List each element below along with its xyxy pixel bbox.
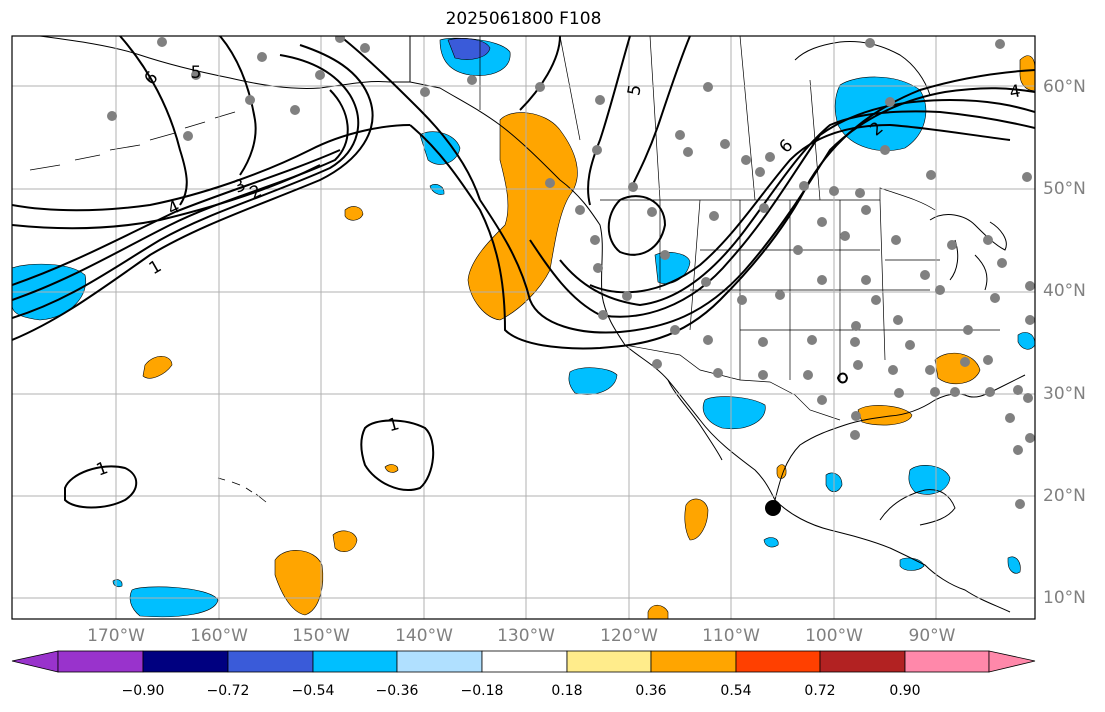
negative-anomaly-region	[419, 131, 461, 165]
contour-label: 1	[386, 414, 402, 436]
colorbar-tick-label: −0.54	[291, 683, 335, 699]
lon-label: 110°W	[702, 626, 760, 646]
contour-line	[559, 110, 1035, 307]
lon-label: 160°W	[190, 626, 248, 646]
colorbar	[11, 650, 1036, 673]
positive-anomaly-region	[857, 405, 913, 426]
colorbar-max-arrow	[988, 650, 1036, 673]
contour-line	[12, 164, 321, 230]
contour-line	[836, 372, 849, 384]
colorbar-segment	[57, 650, 144, 673]
negative-anomaly-region	[129, 586, 219, 618]
lat-label: 30°N	[1043, 384, 1086, 404]
colorbar-tick-label: −0.36	[375, 683, 419, 699]
map-frame	[11, 35, 1036, 620]
colorbar-tick-label: 0.72	[804, 683, 836, 699]
lon-label: 170°W	[87, 626, 145, 646]
colorbar-segment	[904, 650, 990, 673]
north-america-coastline	[409, 36, 1011, 613]
contour-line	[479, 87, 1035, 334]
height-contours	[12, 36, 1035, 509]
baja-coastline	[667, 379, 723, 461]
strong-negative-region	[447, 38, 491, 60]
positive-anomaly-region	[344, 206, 364, 221]
contour-line	[360, 419, 435, 491]
colorbar-tick-label: 0.90	[889, 683, 921, 699]
colorbar-segment	[312, 650, 398, 673]
contour-line	[519, 36, 561, 111]
lat-label: 10°N	[1043, 588, 1086, 608]
yucatan-coastline	[879, 489, 956, 526]
contour-line	[607, 195, 667, 256]
station-markers	[107, 36, 1035, 509]
positive-anomaly-region	[274, 550, 324, 616]
colorbar-tick-label: 0.18	[551, 683, 583, 699]
contour-line	[339, 36, 481, 201]
map-title: 2025061800 F108	[445, 9, 602, 29]
lon-label: 120°W	[600, 626, 658, 646]
colorbar-segment	[566, 650, 652, 673]
lat-label: 50°N	[1043, 179, 1086, 199]
negative-anomaly-region	[1007, 556, 1021, 574]
lat-label: 20°N	[1043, 486, 1086, 506]
colorbar-segment	[735, 650, 821, 673]
state-borders	[659, 199, 1000, 380]
colorbar-segment	[396, 650, 483, 673]
positive-anomaly-region	[1019, 55, 1035, 91]
contour-line	[12, 149, 341, 286]
contour-line	[119, 36, 188, 206]
contour-label: 5	[624, 83, 646, 97]
positive-anomaly-region	[142, 356, 173, 379]
lat-label: 60°N	[1043, 77, 1086, 97]
positive-anomaly-region	[647, 604, 669, 619]
hawaii-islands	[217, 477, 267, 503]
aleutian-islands	[29, 111, 236, 171]
location-marker	[765, 500, 781, 516]
colorbar-tick-label: −0.90	[121, 683, 165, 699]
us-canada-border	[600, 187, 936, 211]
contour-line	[219, 36, 257, 176]
canadian-province-borders	[479, 36, 821, 201]
colorbar-segment	[142, 650, 229, 673]
colorbar-tick-label: −0.72	[206, 683, 250, 699]
contour-line	[12, 54, 360, 319]
us-mexico-border	[624, 344, 841, 421]
contour-line	[529, 98, 1035, 318]
contour-label: 4	[1008, 81, 1022, 103]
lon-label: 150°W	[292, 626, 350, 646]
negative-anomaly-region	[112, 579, 123, 588]
contour-line	[587, 36, 631, 206]
contour-line	[12, 124, 411, 212]
negative-anomaly-region	[702, 396, 766, 430]
colorbar-segment	[819, 650, 906, 673]
colorbar-tick-label: 0.36	[635, 683, 667, 699]
lat-label: 40°N	[1043, 281, 1086, 301]
positive-anomaly-region	[332, 530, 358, 553]
contour-line	[12, 44, 374, 341]
colorbar-segment	[650, 650, 737, 673]
contour-line	[629, 36, 691, 191]
positive-anomaly-region	[684, 498, 709, 541]
lon-label: 90°W	[908, 626, 956, 646]
positive-anomaly-region	[384, 464, 399, 473]
contour-line	[589, 123, 1011, 294]
lon-label: 130°W	[497, 626, 555, 646]
negative-anomaly-region	[568, 367, 618, 395]
colorbar-segment	[481, 650, 568, 673]
graticule	[12, 36, 1035, 619]
positive-anomaly-region	[776, 464, 787, 479]
colorbar-segment	[227, 650, 314, 673]
negative-anomaly-region	[763, 537, 779, 548]
contour-label: 5	[191, 63, 202, 83]
lon-label: 100°W	[805, 626, 863, 646]
lon-label: 140°W	[395, 626, 453, 646]
negative-anomaly-region	[908, 465, 951, 495]
colorbar-tick-label: 0.54	[720, 683, 752, 699]
colorbar-tick-label: −0.18	[460, 683, 504, 699]
political-borders	[479, 36, 1000, 421]
colorbar-min-arrow	[11, 650, 59, 673]
contour-line	[64, 465, 138, 509]
